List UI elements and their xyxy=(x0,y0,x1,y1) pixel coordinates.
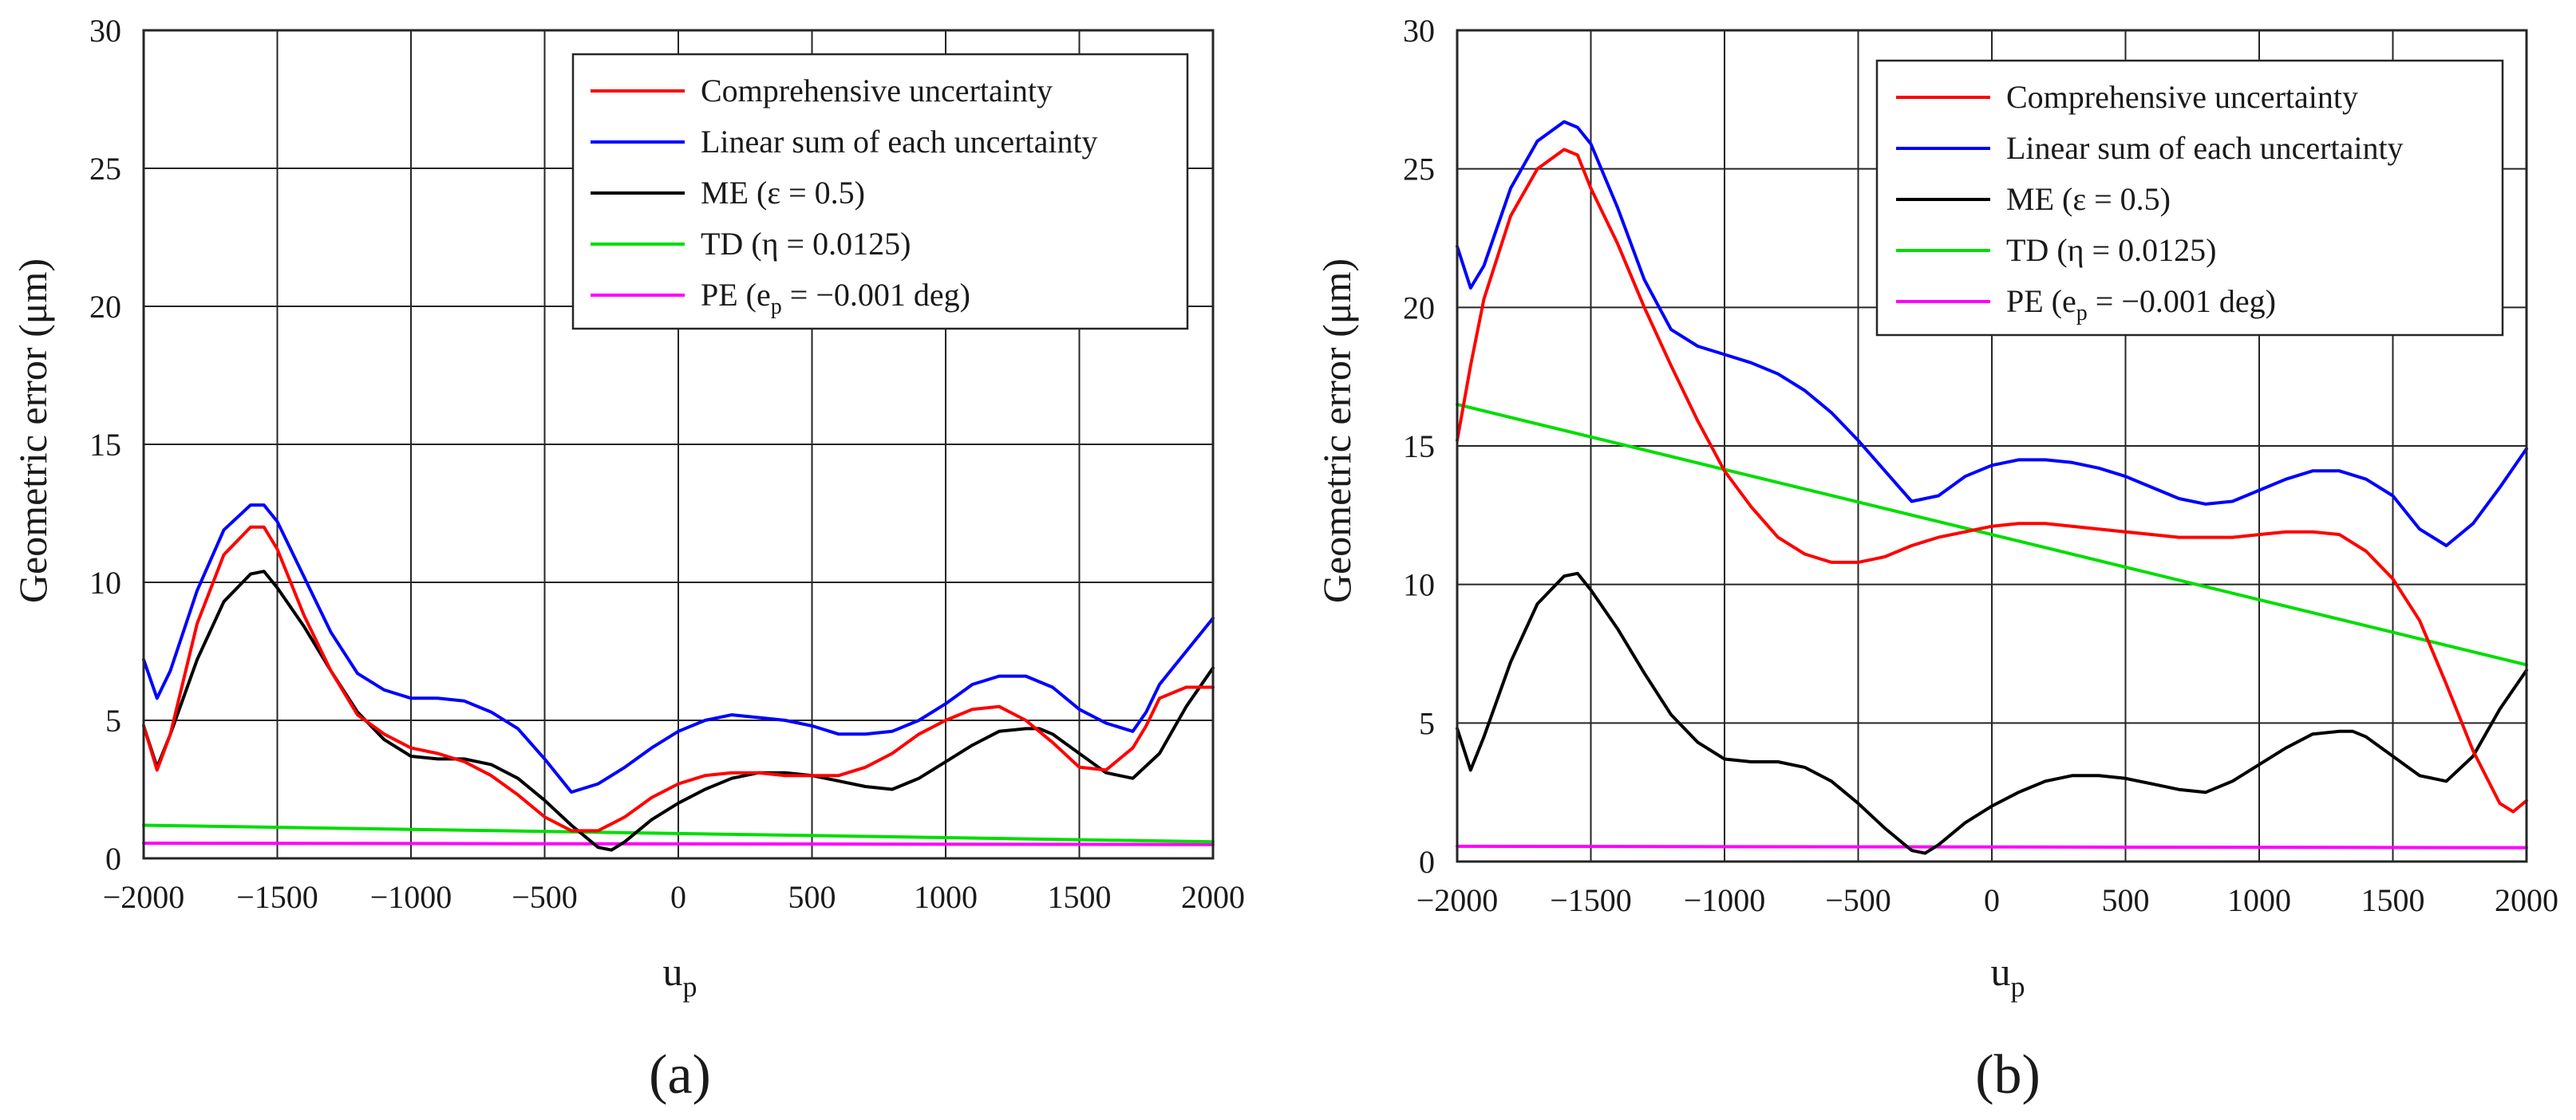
x-tick-label: 2000 xyxy=(1181,879,1245,915)
series-line-4 xyxy=(1456,402,2528,667)
x-axis-label: up xyxy=(1991,949,2025,1003)
x-tick-label: −1000 xyxy=(1684,882,1766,918)
plot-frame xyxy=(142,29,1215,860)
legend: Comprehensive uncertainty Linear sum of e… xyxy=(1875,59,2504,337)
x-tick-label: −1500 xyxy=(236,879,318,915)
x-tick-label: 0 xyxy=(670,879,686,915)
series-line-3 xyxy=(1456,571,2528,855)
x-tick-label: 1000 xyxy=(914,879,978,915)
series-line-4 xyxy=(142,823,1215,844)
x-tick-label: 2000 xyxy=(2495,882,2558,918)
y-tick-label: 15 xyxy=(1403,428,1435,464)
x-axis-label: up xyxy=(663,949,697,1003)
x-tick-label: 1000 xyxy=(2227,882,2291,918)
legend-entry: TD (η = 0.0125) xyxy=(2006,232,2216,268)
y-axis-label: Geometric error (μm) xyxy=(1314,258,1359,603)
legend: Comprehensive uncertainty Linear sum of e… xyxy=(571,53,1189,330)
panel-a: −2000 −1500 −1000 −500 0 500 1000 1500 2000 0 5 10 1… xyxy=(10,13,1245,1106)
legend-entry: Linear sum of each uncertainty xyxy=(2006,130,2404,166)
legend-entry: Comprehensive uncertainty xyxy=(701,73,1053,108)
y-tick-label: 20 xyxy=(1403,290,1435,325)
y-tick-label: 10 xyxy=(1403,567,1435,603)
y-tick-label: 30 xyxy=(89,13,121,49)
series-group xyxy=(1456,120,2528,855)
panel-caption: (b) xyxy=(1975,1044,2041,1106)
series-group xyxy=(142,503,1215,852)
y-axis-label: Geometric error (μm) xyxy=(10,258,55,603)
x-tick-label: 0 xyxy=(1984,882,2000,918)
x-tick-label: 1500 xyxy=(2361,882,2425,918)
series-line-1 xyxy=(1456,148,2528,814)
y-tick-label: 30 xyxy=(1403,13,1435,49)
x-tick-label: −500 xyxy=(1825,882,1891,918)
legend-entry: ME (ε = 0.5) xyxy=(701,175,865,211)
legend-entry: Linear sum of each uncertainty xyxy=(701,124,1098,160)
x-tick-label: 500 xyxy=(788,879,836,915)
x-tick-label: −2000 xyxy=(1416,882,1499,918)
y-tick-label: 5 xyxy=(105,703,121,739)
x-tick-label: 1500 xyxy=(1048,879,1112,915)
x-tick-label: −1500 xyxy=(1550,882,1632,918)
series-line-1 xyxy=(142,525,1215,833)
legend-entry: PE (ep = −0.001 deg) xyxy=(2006,283,2276,325)
series-line-5 xyxy=(142,842,1215,846)
x-tick-label: 500 xyxy=(2102,882,2150,918)
legend-entry: PE (ep = −0.001 deg) xyxy=(701,277,970,319)
tick-labels: −2000 −1500 −1000 −500 0 500 1000 1500 2000 0 5 10 1… xyxy=(89,13,1245,915)
y-tick-label: 15 xyxy=(89,427,121,463)
tick-labels: −2000 −1500 −1000 −500 0 500 1000 1500 2000 0 5 10 1… xyxy=(1403,13,2558,918)
y-tick-label: 5 xyxy=(1419,705,1435,741)
panel-b: −2000 −1500 −1000 −500 0 500 1000 1500 2000 0 5 10 1… xyxy=(1314,13,2558,1106)
y-tick-label: 10 xyxy=(89,565,121,601)
x-tick-label: −500 xyxy=(512,879,578,915)
y-tick-label: 25 xyxy=(89,151,121,187)
y-tick-label: 20 xyxy=(89,289,121,325)
y-tick-label: 25 xyxy=(1403,152,1435,187)
y-tick-label: 0 xyxy=(105,841,121,877)
series-line-2 xyxy=(1456,120,2528,547)
legend-entry: ME (ε = 0.5) xyxy=(2006,181,2171,217)
plot-frame xyxy=(1456,29,2528,863)
series-line-5 xyxy=(1456,844,2528,850)
series-line-2 xyxy=(142,503,1215,794)
y-tick-label: 0 xyxy=(1419,844,1435,880)
legend-entry: TD (η = 0.0125) xyxy=(701,226,911,262)
panel-caption: (a) xyxy=(649,1044,711,1106)
legend-entry: Comprehensive uncertainty xyxy=(2006,79,2358,115)
x-tick-label: −2000 xyxy=(103,879,185,915)
x-tick-label: −1000 xyxy=(370,879,452,915)
